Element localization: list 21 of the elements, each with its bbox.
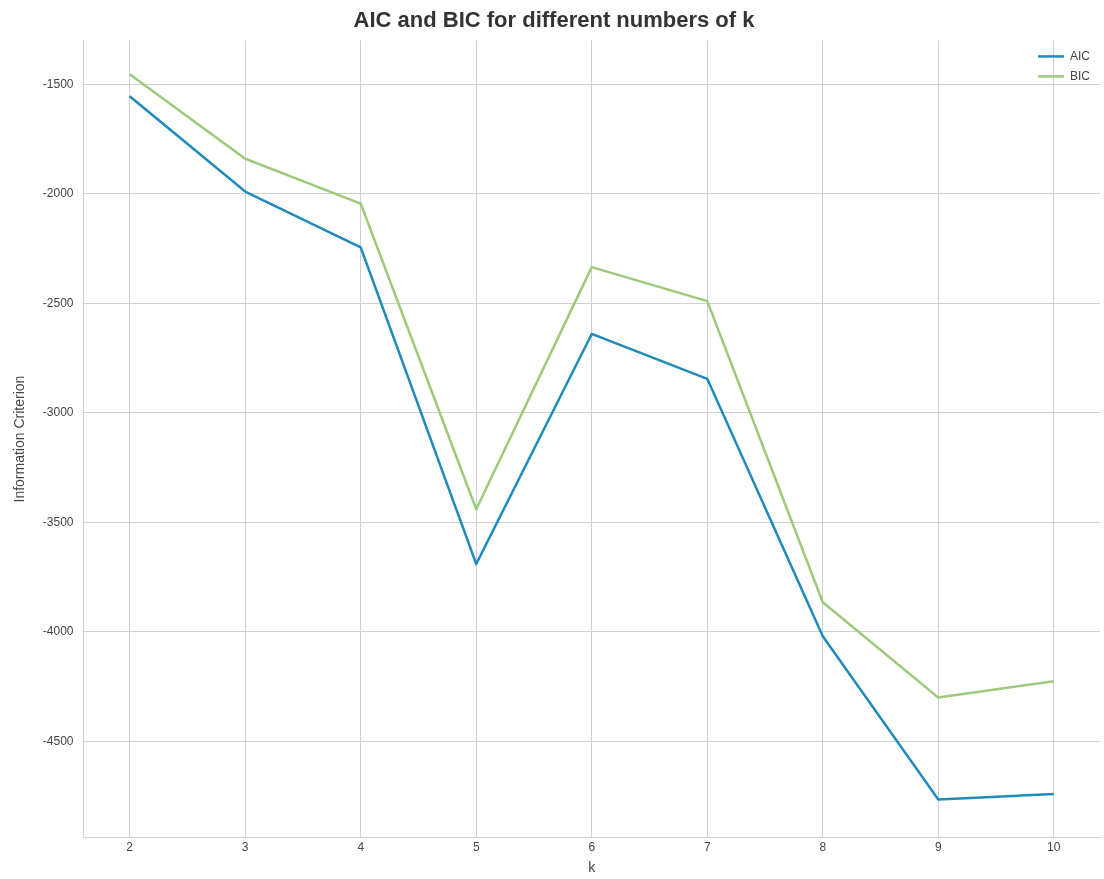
x-tick-label: 8 <box>819 840 827 855</box>
x-tick-label: 3 <box>241 840 249 855</box>
y-tick-label: -4500 <box>42 733 74 748</box>
y-tick-label: -2000 <box>42 186 74 201</box>
x-tick-label: 4 <box>357 840 365 855</box>
x-tick-label: 5 <box>472 840 480 855</box>
chart-title: AIC and BIC for different numbers of k <box>353 7 756 33</box>
y-tick-label: -4000 <box>42 624 74 639</box>
x-tick-label: 7 <box>703 840 711 855</box>
x-tick-label: 6 <box>588 840 596 855</box>
x-tick-label: 2 <box>126 840 134 855</box>
x-axis-title: k <box>588 859 597 876</box>
x-tick-label: 9 <box>934 840 942 855</box>
y-tick-label: -2500 <box>42 295 74 310</box>
y-tick-label: -3000 <box>42 405 74 420</box>
x-tick-label: 10 <box>1047 840 1061 855</box>
legend-label: AIC <box>1070 48 1091 63</box>
y-tick-label: -3500 <box>42 514 74 529</box>
y-axis-title: Information Criterion <box>11 375 28 503</box>
legend-label: BIC <box>1070 68 1091 83</box>
y-tick-label: -1500 <box>42 76 74 91</box>
